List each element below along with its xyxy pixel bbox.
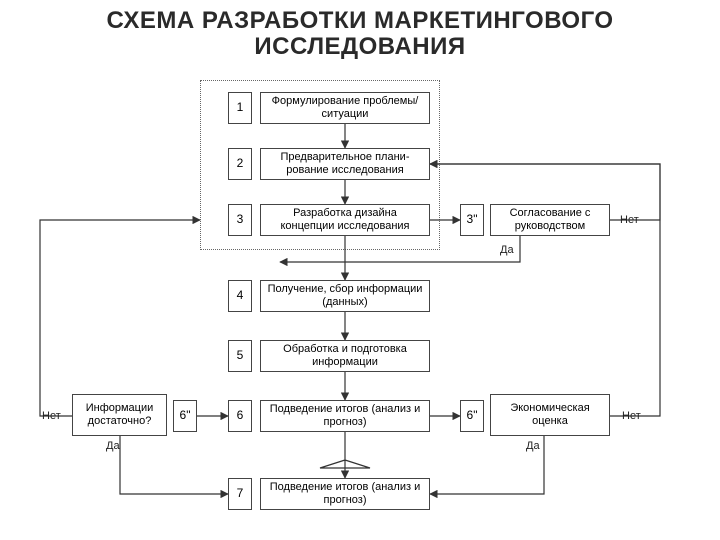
arrow-da_left_down: [120, 436, 228, 494]
node-n3a_num-label: 3": [467, 213, 478, 227]
node-n5_num: 5: [228, 340, 252, 372]
edge-label-da_left: Да: [106, 440, 120, 452]
arrow-a6_7: [320, 432, 370, 478]
node-n7-label: Подведение итогов (анализ и прогноз): [265, 481, 425, 506]
node-n7_num-label: 7: [237, 487, 244, 501]
edge-label-net_right: Нет: [622, 410, 641, 422]
node-n4: Получение, сбор информации (данных): [260, 280, 430, 312]
node-n6l_num: 6": [173, 400, 197, 432]
node-n4-label: Получение, сбор информации (данных): [265, 283, 425, 308]
node-n3: Разработка дизайна концепции исследовани…: [260, 204, 430, 236]
node-n6r_num: 6": [460, 400, 484, 432]
node-n6l-label: Информации достаточно?: [77, 402, 162, 427]
node-n6l_num-label: 6": [180, 409, 191, 423]
node-n4_num: 4: [228, 280, 252, 312]
node-n7_num: 7: [228, 478, 252, 510]
arrow-net_right_back: [430, 164, 660, 416]
edge-label-net_top: Нет: [620, 214, 639, 226]
node-n5: Обработка и подготовка информации: [260, 340, 430, 372]
node-n1: Формулирование проблемы/ситуации: [260, 92, 430, 124]
node-n6r-label: Экономическая оценка: [495, 402, 605, 427]
node-n6: Подведение итогов (анализ и прогноз): [260, 400, 430, 432]
node-n3-label: Разработка дизайна концепции исследовани…: [265, 207, 425, 232]
edge-label-da_top: Да: [500, 244, 514, 256]
page-title: СХЕМА РАЗРАБОТКИ МАРКЕТИНГОВОГО ИССЛЕДОВ…: [0, 8, 720, 61]
node-n2: Предварительное плани­рование исследован…: [260, 148, 430, 180]
node-n2_num: 2: [228, 148, 252, 180]
node-n6l: Информации достаточно?: [72, 394, 167, 436]
edge-label-da_right: Да: [526, 440, 540, 452]
node-n4_num-label: 4: [237, 289, 244, 303]
node-n6r: Экономическая оценка: [490, 394, 610, 436]
node-n1-label: Формулирование проблемы/ситуации: [265, 95, 425, 120]
node-n6r_num-label: 6": [467, 409, 478, 423]
node-n1_num-label: 1: [237, 101, 244, 115]
node-n5-label: Обработка и подготовка информации: [265, 343, 425, 368]
node-n1_num: 1: [228, 92, 252, 124]
node-n3a-label: Согласование с руководством: [495, 207, 605, 232]
arrow-net_left_up: [40, 220, 200, 416]
node-n3_num: 3: [228, 204, 252, 236]
node-n2-label: Предварительное плани­рование исследован…: [265, 151, 425, 176]
node-n6_num: 6: [228, 400, 252, 432]
node-n5_num-label: 5: [237, 349, 244, 363]
edge-label-net_left: Нет: [42, 410, 61, 422]
node-n6-label: Подведение итогов (анализ и прогноз): [265, 403, 425, 428]
node-n3a_num: 3": [460, 204, 484, 236]
node-n3_num-label: 3: [237, 213, 244, 227]
node-n3a: Согласование с руководством: [490, 204, 610, 236]
node-n7: Подведение итогов (анализ и прогноз): [260, 478, 430, 510]
node-n6_num-label: 6: [237, 409, 244, 423]
node-n2_num-label: 2: [237, 157, 244, 171]
